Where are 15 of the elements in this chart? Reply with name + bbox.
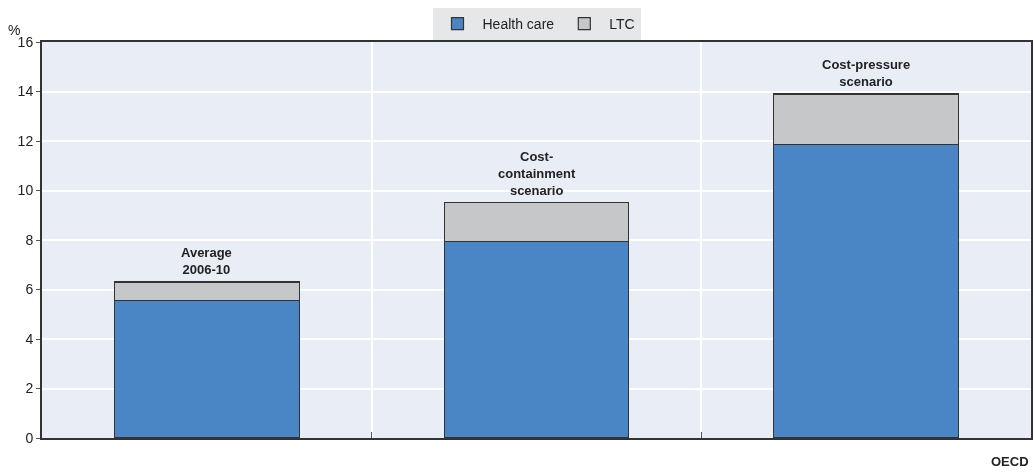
legend-label: LTC <box>609 16 635 33</box>
y-tick-label: 12 <box>17 132 34 149</box>
y-axis-title: % <box>8 22 21 38</box>
y-tick-label: 14 <box>17 83 34 100</box>
y-tick-label: 10 <box>17 182 34 199</box>
text: OECD <box>991 454 1029 469</box>
x-tick-label: Average 2006-10 <box>181 245 232 277</box>
y-tick-label: 8 <box>25 231 34 248</box>
x-tick-label: Cost-pressure scenario <box>822 57 911 89</box>
y-tick-label: 0 <box>25 429 34 446</box>
x-tick-label: Cost- containment scenario <box>498 149 576 198</box>
y-tick-label: 6 <box>25 281 34 298</box>
legend-label: Health care <box>482 16 555 33</box>
y-tick-label: 2 <box>25 380 34 397</box>
y-tick-label: 4 <box>25 330 34 347</box>
